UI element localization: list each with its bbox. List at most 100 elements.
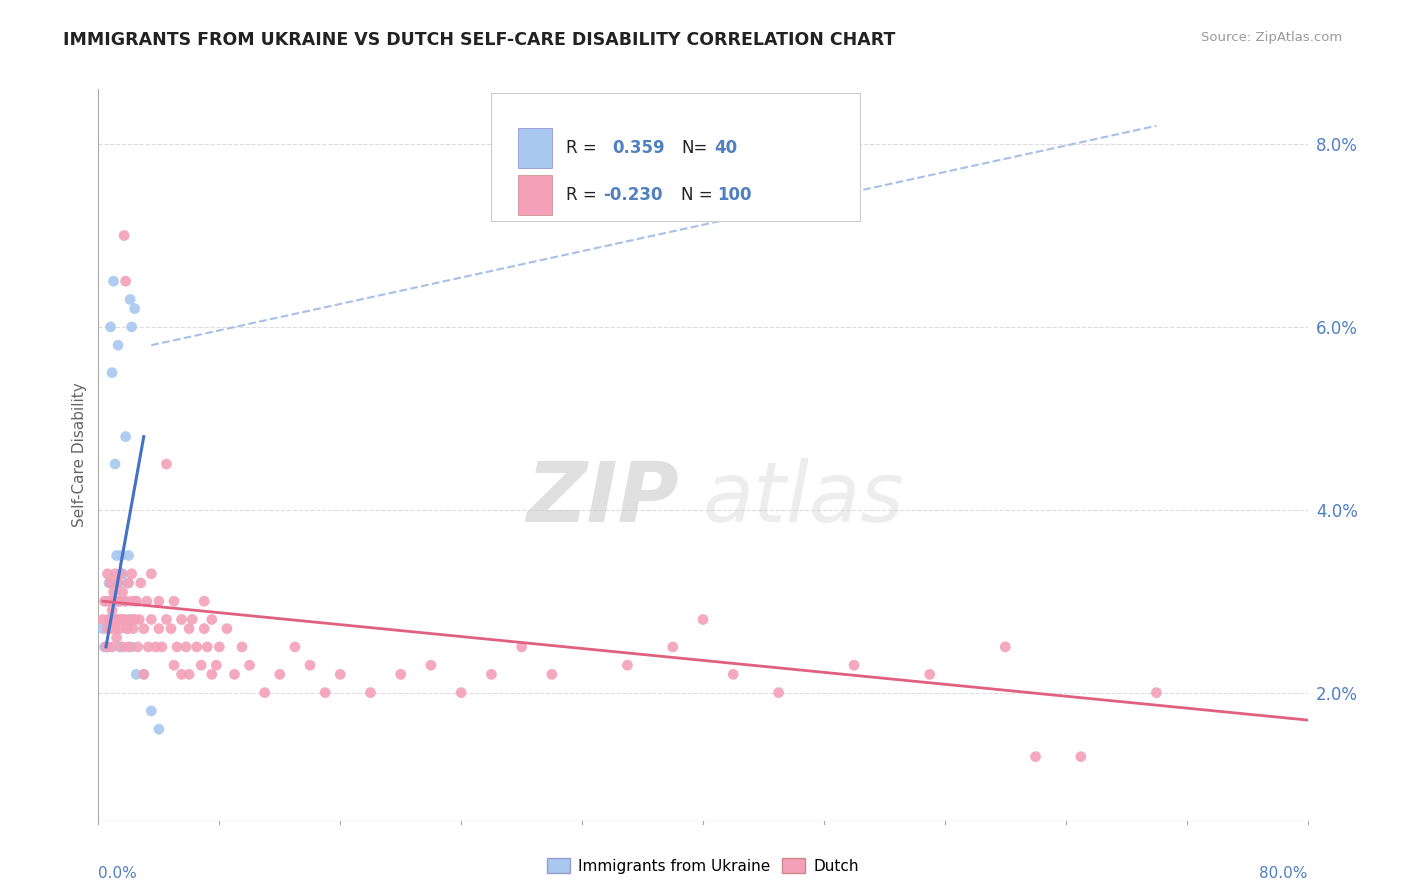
Point xyxy=(166,640,188,654)
Text: 100: 100 xyxy=(717,186,752,204)
Point xyxy=(150,640,173,654)
Text: R =: R = xyxy=(567,139,602,157)
Point xyxy=(107,576,129,591)
Point xyxy=(103,612,125,626)
Point xyxy=(110,612,132,626)
Point xyxy=(93,594,115,608)
Point xyxy=(510,640,533,654)
Text: IMMIGRANTS FROM UKRAINE VS DUTCH SELF-CARE DISABILITY CORRELATION CHART: IMMIGRANTS FROM UKRAINE VS DUTCH SELF-CA… xyxy=(63,31,896,49)
Point xyxy=(100,576,122,591)
Point xyxy=(163,594,186,608)
Point xyxy=(96,622,118,636)
Point xyxy=(115,622,138,636)
Point xyxy=(107,612,129,626)
Point xyxy=(105,631,128,645)
Point xyxy=(122,612,145,626)
Point xyxy=(195,640,218,654)
Point xyxy=(110,566,132,581)
Point xyxy=(129,576,152,591)
FancyBboxPatch shape xyxy=(492,93,860,221)
Point xyxy=(125,594,148,608)
Point xyxy=(148,723,170,737)
Text: N =: N = xyxy=(682,186,713,204)
Point xyxy=(201,667,224,681)
Point xyxy=(239,658,262,673)
Text: N=: N= xyxy=(682,139,707,157)
Point xyxy=(284,640,307,654)
Text: Source: ZipAtlas.com: Source: ZipAtlas.com xyxy=(1202,31,1343,45)
Point xyxy=(136,640,159,654)
Point xyxy=(114,429,136,443)
Point xyxy=(100,622,122,636)
Point xyxy=(101,603,124,617)
Point xyxy=(329,667,352,681)
Point xyxy=(110,549,132,563)
Point xyxy=(141,566,163,581)
Text: ZIP: ZIP xyxy=(526,458,679,540)
Point xyxy=(174,640,197,654)
Point xyxy=(540,667,562,681)
Point xyxy=(98,612,121,626)
Point xyxy=(105,549,128,563)
Point xyxy=(179,622,201,636)
Point xyxy=(190,658,212,673)
Point xyxy=(193,622,215,636)
Point xyxy=(110,612,132,626)
Point xyxy=(93,640,115,654)
Point xyxy=(299,658,322,673)
Text: atlas: atlas xyxy=(703,458,904,540)
Point xyxy=(132,622,155,636)
Point xyxy=(314,685,336,699)
Text: 0.359: 0.359 xyxy=(613,139,665,157)
Point xyxy=(132,667,155,681)
Point xyxy=(98,576,121,591)
Point xyxy=(115,622,138,636)
Point xyxy=(215,622,238,636)
Point xyxy=(269,667,291,681)
Point xyxy=(170,612,193,626)
Point xyxy=(135,594,157,608)
Text: 40: 40 xyxy=(714,139,737,157)
Point xyxy=(107,576,129,591)
Point xyxy=(148,594,170,608)
Point xyxy=(108,640,131,654)
Point xyxy=(105,612,128,626)
Point xyxy=(205,658,228,673)
Point xyxy=(104,622,127,636)
Point xyxy=(125,594,148,608)
Point xyxy=(994,640,1017,654)
Point xyxy=(124,301,146,316)
FancyBboxPatch shape xyxy=(517,175,553,215)
Text: -0.230: -0.230 xyxy=(603,186,662,204)
Point xyxy=(844,658,866,673)
Point xyxy=(1024,749,1046,764)
Point xyxy=(155,457,177,471)
Point xyxy=(98,594,121,608)
Point xyxy=(115,576,138,591)
Point xyxy=(141,704,163,718)
Point xyxy=(768,685,790,699)
Point xyxy=(360,685,382,699)
Point xyxy=(100,622,122,636)
Point xyxy=(616,658,638,673)
Point xyxy=(141,612,163,626)
Point xyxy=(170,667,193,681)
Point xyxy=(121,594,143,608)
Point xyxy=(118,576,141,591)
Point xyxy=(108,622,131,636)
Point xyxy=(120,293,142,307)
Point xyxy=(94,594,117,608)
Point xyxy=(1144,685,1167,699)
Point xyxy=(118,612,141,626)
Point xyxy=(111,612,134,626)
Point xyxy=(155,612,177,626)
Point xyxy=(186,640,208,654)
Y-axis label: Self-Care Disability: Self-Care Disability xyxy=(72,383,87,527)
Point xyxy=(91,612,114,626)
Point xyxy=(118,549,141,563)
Text: 0.0%: 0.0% xyxy=(98,866,138,881)
Point xyxy=(111,640,134,654)
Point xyxy=(112,228,135,243)
Point xyxy=(231,640,253,654)
Point xyxy=(111,585,134,599)
